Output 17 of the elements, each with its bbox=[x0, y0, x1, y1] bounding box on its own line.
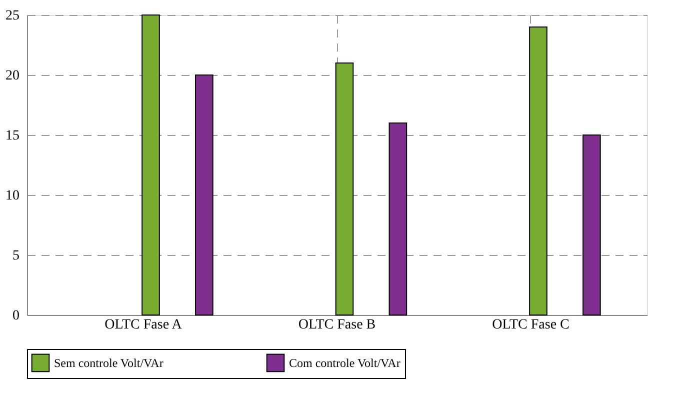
bar bbox=[582, 134, 601, 316]
y-tick-label: 20 bbox=[6, 68, 20, 84]
x-tick-label: OLTC Fase C bbox=[492, 318, 570, 332]
bar bbox=[388, 122, 408, 316]
y-tick-label: 10 bbox=[6, 188, 20, 204]
bar bbox=[335, 62, 354, 316]
y-tick-label: 5 bbox=[12, 248, 20, 264]
y-tick-label: 15 bbox=[6, 128, 20, 144]
legend-label: Sem controle Volt/VAr bbox=[54, 356, 164, 370]
y-tick-label: 0 bbox=[12, 308, 20, 324]
x-tick-label: OLTC Fase A bbox=[104, 318, 183, 332]
x-tick-label: OLTC Fase B bbox=[298, 318, 376, 332]
legend-label: Com controle Volt/VAr bbox=[289, 356, 400, 370]
y-tick-label: 25 bbox=[6, 8, 20, 24]
bar bbox=[142, 14, 160, 316]
bar bbox=[195, 74, 214, 316]
bar bbox=[529, 26, 548, 316]
